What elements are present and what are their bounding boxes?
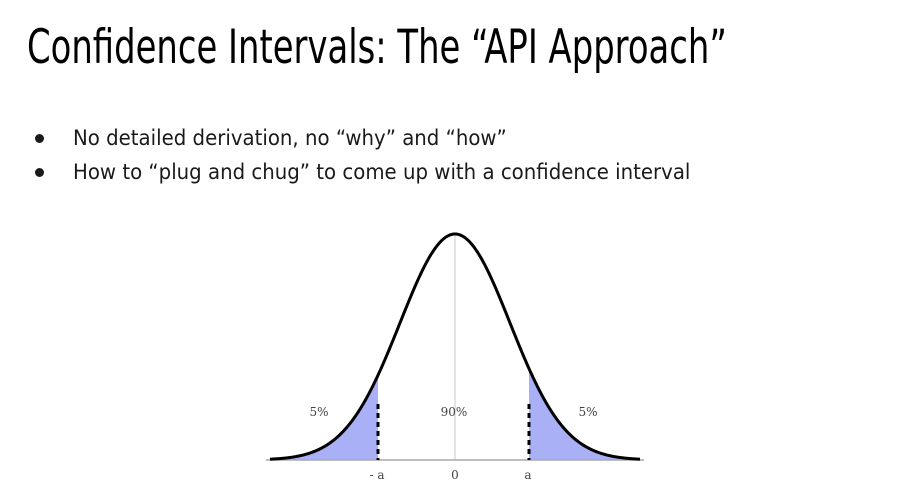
tick-label-a: a [524, 468, 531, 482]
tick-label-neg-a: - a [369, 468, 384, 482]
right-tail-area [529, 368, 640, 460]
tick-label-zero: 0 [451, 468, 459, 482]
center-area-label: 90% [441, 405, 468, 419]
bullet-text: No detailed derivation, no “why” and “ho… [73, 126, 507, 150]
bullet-list: No detailed derivation, no “why” and “ho… [32, 121, 730, 189]
left-tail-area [270, 375, 378, 460]
bullet-item: How to “plug and chug” to come up with a… [32, 155, 730, 189]
slide-title: Confidence Intervals: The “API Approach” [27, 20, 727, 75]
bullet-dot-icon [35, 168, 44, 177]
bullet-item: No detailed derivation, no “why” and “ho… [32, 121, 730, 155]
bell-curve [269, 232, 641, 461]
left-tail-label: 5% [309, 405, 328, 419]
bullet-dot-icon [35, 134, 44, 143]
bullet-text: How to “plug and chug” to come up with a… [73, 160, 691, 184]
right-tail-label: 5% [578, 405, 597, 419]
